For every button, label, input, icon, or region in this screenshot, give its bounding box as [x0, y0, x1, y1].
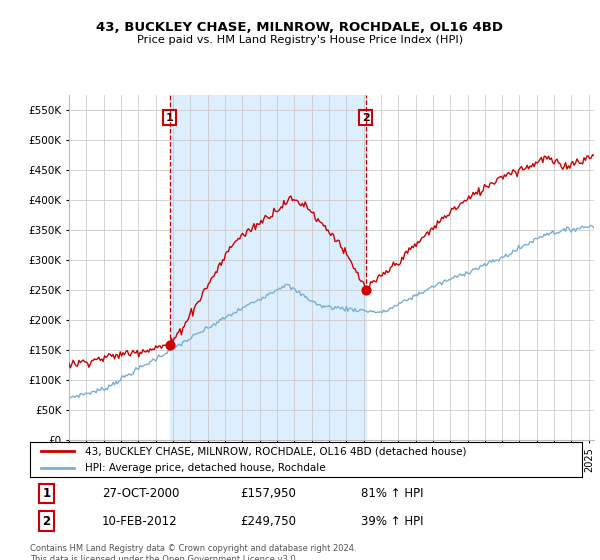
Text: 39% ↑ HPI: 39% ↑ HPI	[361, 515, 424, 528]
Text: Price paid vs. HM Land Registry's House Price Index (HPI): Price paid vs. HM Land Registry's House …	[137, 35, 463, 45]
Text: 10-FEB-2012: 10-FEB-2012	[102, 515, 178, 528]
Text: Contains HM Land Registry data © Crown copyright and database right 2024.
This d: Contains HM Land Registry data © Crown c…	[30, 544, 356, 560]
Text: 27-OCT-2000: 27-OCT-2000	[102, 487, 179, 500]
Point	[361, 286, 370, 295]
Text: 43, BUCKLEY CHASE, MILNROW, ROCHDALE, OL16 4BD: 43, BUCKLEY CHASE, MILNROW, ROCHDALE, OL…	[97, 21, 503, 34]
Text: £249,750: £249,750	[240, 515, 296, 528]
Text: 2: 2	[362, 113, 370, 123]
Text: 81% ↑ HPI: 81% ↑ HPI	[361, 487, 424, 500]
Text: £157,950: £157,950	[240, 487, 296, 500]
Bar	[170, 95, 365, 440]
Text: 1: 1	[166, 113, 174, 123]
Point	[165, 340, 175, 349]
Text: 1: 1	[43, 487, 50, 500]
Text: 2: 2	[43, 515, 50, 528]
Text: 43, BUCKLEY CHASE, MILNROW, ROCHDALE, OL16 4BD (detached house): 43, BUCKLEY CHASE, MILNROW, ROCHDALE, OL…	[85, 446, 467, 456]
Text: HPI: Average price, detached house, Rochdale: HPI: Average price, detached house, Roch…	[85, 464, 326, 473]
